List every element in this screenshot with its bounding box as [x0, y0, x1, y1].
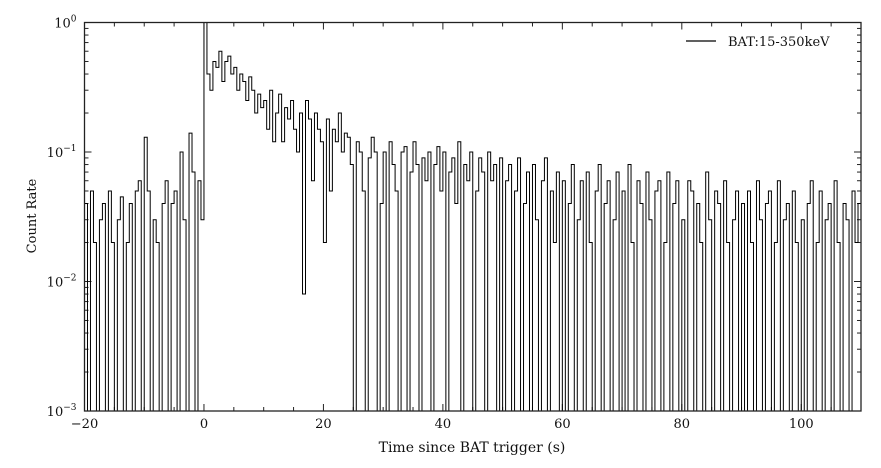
x-tick-label: 80	[674, 417, 691, 432]
legend-label: BAT:15-350keV	[728, 35, 830, 50]
plot-frame	[83, 21, 862, 412]
legend: BAT:15-350keV	[686, 35, 830, 50]
x-tick-label: 40	[435, 417, 452, 432]
x-tick-label: −20	[71, 417, 98, 432]
x-axis-label: Time since BAT trigger (s)	[379, 440, 566, 456]
y-axis-label: Count Rate	[25, 178, 40, 253]
y-tick-label: 10−2	[47, 274, 77, 291]
x-tick-label: 20	[315, 417, 332, 432]
y-tick-label: 100	[54, 15, 77, 32]
x-tick-label: 100	[789, 417, 814, 432]
x-tick-label: 60	[554, 417, 571, 432]
x-tick-label: 0	[200, 417, 208, 432]
y-tick-label: 10−3	[47, 403, 77, 420]
series-line-bat	[84, 22, 861, 412]
y-tick-label: 10−1	[47, 144, 77, 161]
